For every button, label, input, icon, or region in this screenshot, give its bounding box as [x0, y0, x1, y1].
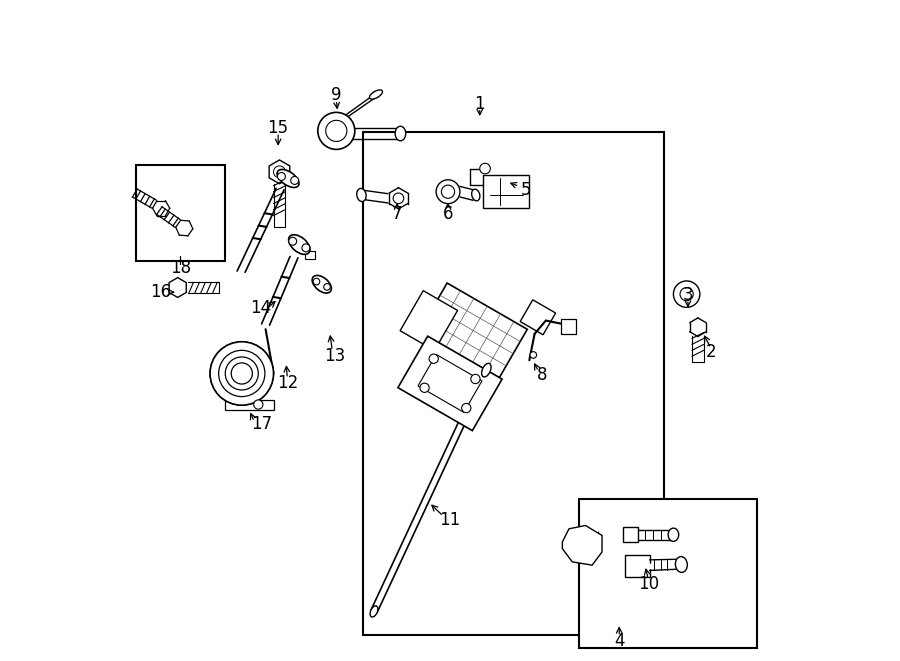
Text: 1: 1 [474, 95, 485, 113]
Text: 10: 10 [638, 574, 659, 593]
Ellipse shape [370, 90, 382, 99]
Circle shape [462, 403, 471, 412]
Bar [136, 165, 225, 261]
Circle shape [420, 383, 429, 393]
Circle shape [302, 244, 310, 252]
Polygon shape [400, 291, 457, 350]
Bar [579, 540, 593, 552]
Polygon shape [398, 336, 502, 430]
Text: 6: 6 [443, 204, 454, 223]
Polygon shape [623, 527, 638, 542]
Circle shape [318, 112, 355, 149]
Text: 14: 14 [250, 299, 272, 317]
Circle shape [393, 193, 404, 204]
Polygon shape [225, 400, 274, 410]
Polygon shape [483, 175, 529, 208]
Bar [363, 132, 663, 635]
Circle shape [471, 374, 480, 383]
Ellipse shape [289, 235, 310, 254]
Circle shape [210, 342, 274, 405]
Circle shape [277, 173, 285, 180]
Ellipse shape [356, 188, 366, 202]
Circle shape [313, 278, 320, 285]
Ellipse shape [312, 276, 331, 293]
Ellipse shape [668, 528, 679, 541]
Circle shape [680, 288, 693, 301]
Text: 7: 7 [392, 204, 402, 223]
Circle shape [291, 176, 299, 184]
Polygon shape [169, 278, 186, 297]
Bar [561, 319, 576, 334]
Ellipse shape [277, 169, 299, 188]
Text: 17: 17 [251, 415, 272, 434]
Text: 8: 8 [537, 366, 548, 385]
Text: 9: 9 [331, 86, 342, 104]
Circle shape [480, 163, 491, 174]
Polygon shape [269, 160, 290, 184]
Text: 16: 16 [150, 283, 172, 301]
Text: 15: 15 [267, 118, 289, 137]
Text: 5: 5 [521, 181, 531, 200]
Circle shape [441, 185, 454, 198]
Circle shape [210, 342, 274, 405]
Text: 12: 12 [277, 374, 298, 393]
Circle shape [436, 180, 460, 204]
Text: 13: 13 [324, 346, 345, 365]
Circle shape [324, 284, 330, 290]
Text: 18: 18 [170, 259, 191, 278]
Ellipse shape [395, 126, 406, 141]
Text: 3: 3 [682, 286, 693, 305]
Polygon shape [418, 354, 482, 412]
Polygon shape [419, 283, 527, 378]
Ellipse shape [675, 557, 688, 572]
Circle shape [326, 120, 346, 141]
Bar [579, 499, 758, 648]
Bar [304, 251, 315, 259]
Circle shape [289, 237, 297, 245]
Circle shape [673, 281, 700, 307]
Polygon shape [562, 525, 602, 565]
Text: 4: 4 [614, 632, 625, 650]
Circle shape [530, 352, 536, 358]
Ellipse shape [472, 189, 480, 201]
Ellipse shape [482, 364, 491, 377]
Polygon shape [626, 555, 650, 577]
Circle shape [274, 166, 285, 178]
Circle shape [254, 400, 263, 409]
Polygon shape [520, 300, 555, 334]
Text: 2: 2 [706, 343, 716, 362]
Ellipse shape [370, 606, 378, 617]
Text: 11: 11 [439, 511, 461, 529]
Circle shape [429, 354, 438, 364]
